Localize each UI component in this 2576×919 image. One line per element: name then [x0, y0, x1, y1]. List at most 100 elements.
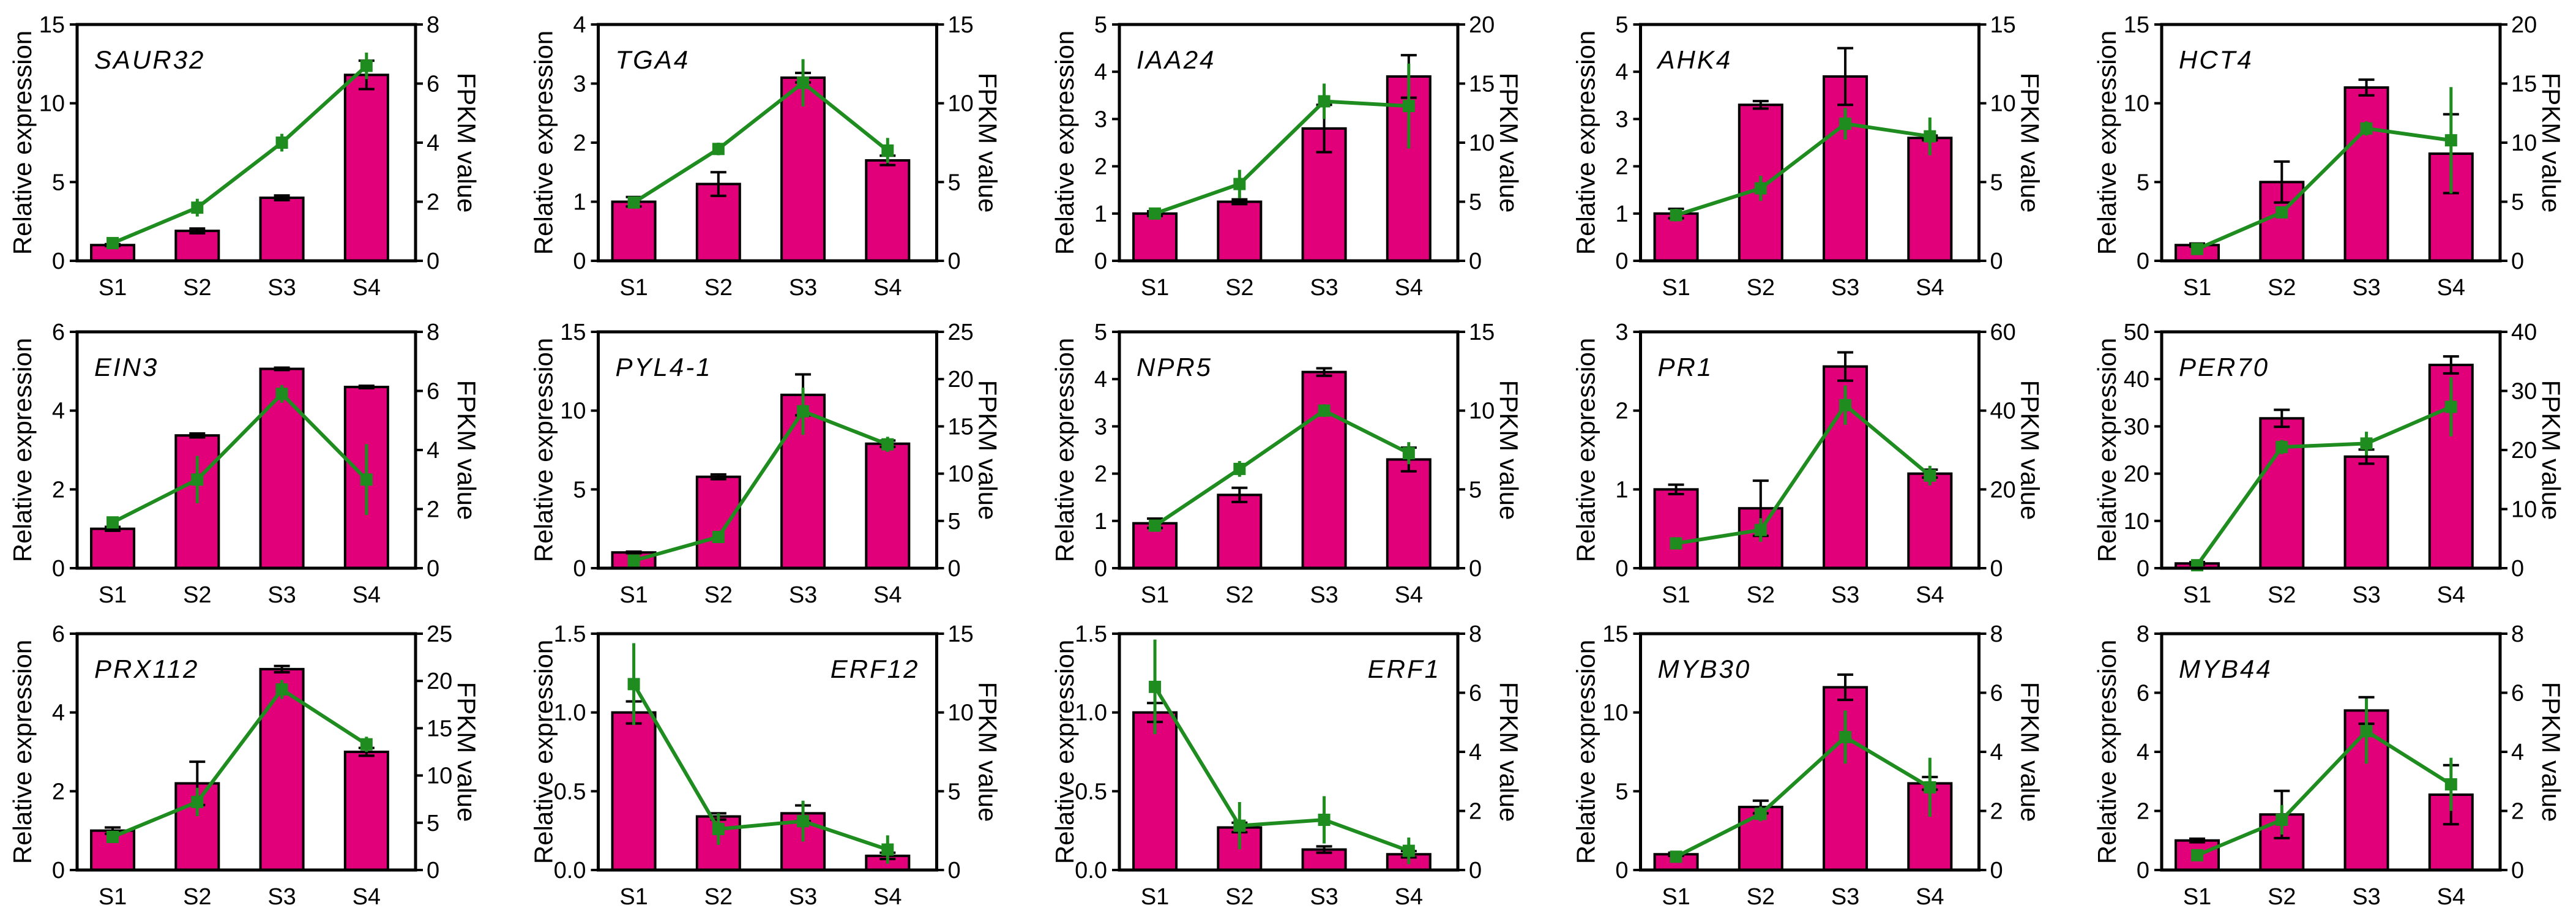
- left-axis-title: Relative expression: [2093, 338, 2121, 563]
- fpkm-point-s1: [106, 237, 119, 250]
- left-tick-label: 0: [1615, 556, 1628, 582]
- fpkm-point-s2: [1233, 178, 1246, 190]
- relative-expression-bars: [611, 393, 911, 570]
- left-tick-label: 5: [1094, 12, 1107, 38]
- left-axis: 0 5 10 15: [39, 12, 77, 274]
- fpkm-line: [1154, 99, 1409, 216]
- fpkm-point-s1: [1149, 207, 1162, 220]
- fpkm-point-s4: [2444, 134, 2457, 147]
- left-axis: 0 5 10 15: [2124, 12, 2162, 274]
- right-axis: 0 2 4 6 8: [1458, 621, 1482, 883]
- x-tick-label-s3: S3: [1310, 275, 1338, 301]
- right-tick-label: 20: [1469, 12, 1495, 38]
- bar-s3: [2343, 455, 2389, 569]
- x-tick-label-s3: S3: [2352, 275, 2380, 301]
- left-tick-label: 4: [1094, 367, 1107, 392]
- right-axis: 0 5 10 15: [1458, 320, 1495, 582]
- bar-s2: [1217, 200, 1263, 262]
- left-tick-label: 1: [1094, 201, 1107, 227]
- bar-error-s3: [1837, 673, 1854, 702]
- right-tick-label: 0: [948, 556, 961, 582]
- gene-name: PRX112: [94, 655, 199, 683]
- bar-error-s2: [710, 473, 726, 481]
- bar-error-s2: [189, 432, 206, 439]
- left-tick-label: 2: [1094, 154, 1107, 180]
- x-tick-label-s4: S4: [1395, 884, 1423, 910]
- fpkm-point-s3: [797, 405, 810, 418]
- x-tick-label-s2: S2: [704, 884, 733, 910]
- right-tick-label: 0: [948, 249, 961, 274]
- chart-pr1: 0 1 2 3 0 20 40 60 S1 S2 S3 S4 Relative expression FP…: [1572, 320, 2045, 608]
- right-tick-label: 4: [427, 438, 439, 463]
- left-tick-label: 4: [52, 399, 65, 424]
- gene-name: HCT4: [2179, 45, 2253, 74]
- left-tick-label: 1: [1615, 477, 1628, 503]
- fpkm-series: [2191, 377, 2457, 572]
- bar-error-bars: [1147, 702, 1417, 859]
- right-tick-label: 2: [427, 497, 439, 523]
- left-tick-label: 2: [52, 779, 65, 805]
- x-axis: S1 S2 S3 S4: [2183, 582, 2465, 608]
- right-tick-label: 15: [948, 414, 974, 440]
- right-axis: 0 5 10 15 20: [1458, 12, 1495, 274]
- left-axis-title: Relative expression: [1572, 31, 1600, 255]
- left-axis: 0 1 2 3 4 5: [1615, 12, 1641, 274]
- fpkm-line: [1675, 735, 1931, 858]
- right-tick-label: 5: [1990, 170, 2003, 195]
- bar-s3: [1301, 848, 1347, 871]
- bar-s1: [1132, 212, 1178, 262]
- fpkm-point-s2: [1754, 523, 1767, 536]
- fpkm-series: [627, 388, 894, 567]
- chart-iaa24: 0 1 2 3 4 5 0 5 10 15 20 S1 S2 S3 S4 Relative expressio…: [1050, 12, 1523, 301]
- left-axis-title: Relative expression: [1050, 31, 1079, 255]
- fpkm-point-s3: [1318, 95, 1331, 108]
- relative-expression-bars: [611, 711, 911, 872]
- left-tick-label: 0: [52, 556, 65, 582]
- fpkm-point-s2: [2275, 441, 2288, 454]
- x-tick-label-s4: S4: [353, 275, 381, 301]
- bar-error-s2: [1231, 486, 1248, 503]
- left-axis: 0 10 20 30 40 50: [2124, 320, 2162, 582]
- gene-name: EIN3: [94, 353, 159, 381]
- left-tick-label: 1.0: [1075, 700, 1107, 726]
- left-tick-label: 0: [52, 858, 65, 883]
- fpkm-point-s4: [360, 59, 373, 72]
- x-tick-label-s3: S3: [1310, 582, 1338, 608]
- fpkm-point-s2: [712, 143, 725, 156]
- fpkm-line: [2196, 729, 2452, 857]
- left-axis: 0 5 10 15: [560, 320, 599, 582]
- x-tick-label-s4: S4: [1916, 884, 1944, 910]
- gene-name: TGA4: [616, 45, 690, 74]
- left-tick-label: 6: [52, 621, 65, 647]
- chart-pyl4-1: 0 5 10 15 0 5 10 15 20 25 S1 S2 S3 S4 Relative express…: [529, 320, 1002, 608]
- left-tick-label: 3: [1094, 107, 1107, 132]
- fpkm-point-s2: [2275, 206, 2288, 219]
- fpkm-series: [106, 680, 373, 843]
- left-tick-label: 4: [52, 700, 65, 726]
- fpkm-point-s4: [1924, 130, 1936, 143]
- left-tick-label: 2: [1615, 399, 1628, 424]
- right-tick-label: 5: [427, 811, 439, 836]
- chart-ein3: 0 2 4 6 0 2 4 6 8 S1 S2 S3 S4 Relative expression FPKM…: [8, 320, 481, 608]
- x-tick-label-s2: S2: [183, 582, 211, 608]
- x-tick-label-s3: S3: [789, 275, 817, 301]
- right-tick-label: 8: [427, 12, 439, 38]
- fpkm-point-s3: [275, 137, 288, 149]
- bar-error-bars: [625, 373, 896, 555]
- x-axis: S1 S2 S3 S4: [1141, 884, 1423, 910]
- left-tick-label: 0: [1094, 249, 1107, 274]
- right-tick-label: 10: [1990, 91, 2016, 117]
- bar-s4: [1907, 137, 1953, 262]
- left-tick-label: 20: [2124, 462, 2149, 487]
- left-tick-label: 5: [1615, 12, 1628, 38]
- x-axis: S1 S2 S3 S4: [2183, 884, 2465, 910]
- bar-s3: [259, 197, 305, 263]
- x-tick-label-s4: S4: [1395, 275, 1423, 301]
- right-tick-label: 2: [1990, 799, 2003, 825]
- x-tick-label-s3: S3: [1831, 884, 1859, 910]
- left-tick-label: 0.0: [1075, 858, 1107, 883]
- x-tick-label-s3: S3: [267, 884, 296, 910]
- gene-name: PER70: [2179, 353, 2269, 381]
- chart-per70: 0 10 20 30 40 50 0 10 20 30 40 S1 S2 S3 S4 Relative exp…: [2093, 320, 2566, 608]
- relative-expression-bars: [2175, 709, 2474, 872]
